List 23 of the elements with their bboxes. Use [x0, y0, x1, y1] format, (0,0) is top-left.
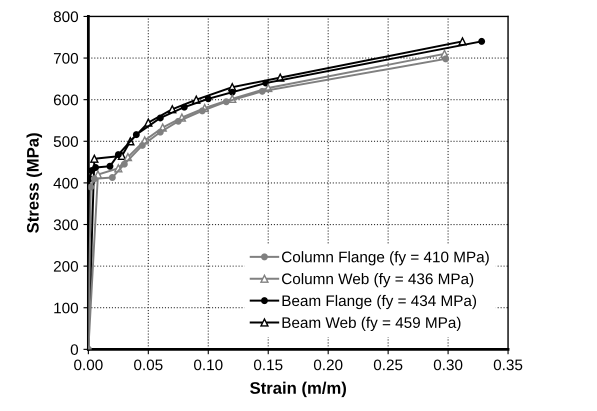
legend-label: Column Web (fy = 436 MPa) — [282, 273, 474, 288]
x-tick-label: 0.15 — [254, 359, 282, 370]
x-tick-label: 0.05 — [134, 359, 163, 370]
x-tick-label: 0.25 — [374, 359, 402, 370]
y-tick-label: 500 — [54, 136, 78, 147]
x-tick-label: 0.20 — [314, 359, 342, 370]
y-tick-label: 300 — [54, 219, 78, 230]
legend-label: Beam Web (fy = 459 MPa) — [282, 316, 460, 332]
x-axis-title: Strain (m/m) — [250, 382, 346, 398]
y-tick-label: 0 — [70, 344, 78, 356]
x-tick-label: 0.10 — [194, 359, 223, 370]
y-tick-label: 100 — [54, 302, 78, 314]
y-tick-label: 800 — [54, 11, 78, 22]
x-tick-label: 0.30 — [434, 359, 462, 370]
y-axis-title: Stress (MPa) — [26, 133, 42, 233]
y-tick-label: 200 — [54, 260, 78, 272]
x-tick-label: 0.00 — [74, 359, 103, 370]
legend-label: Column Flange (fy = 410 MPa) — [282, 251, 489, 266]
y-tick-label: 700 — [54, 52, 78, 64]
legend-label: Beam Flange (fy = 434 MPa) — [282, 294, 476, 310]
y-tick-label: 600 — [54, 94, 78, 106]
y-tick-label: 400 — [53, 178, 78, 189]
x-tick-label: 0.35 — [494, 359, 522, 370]
